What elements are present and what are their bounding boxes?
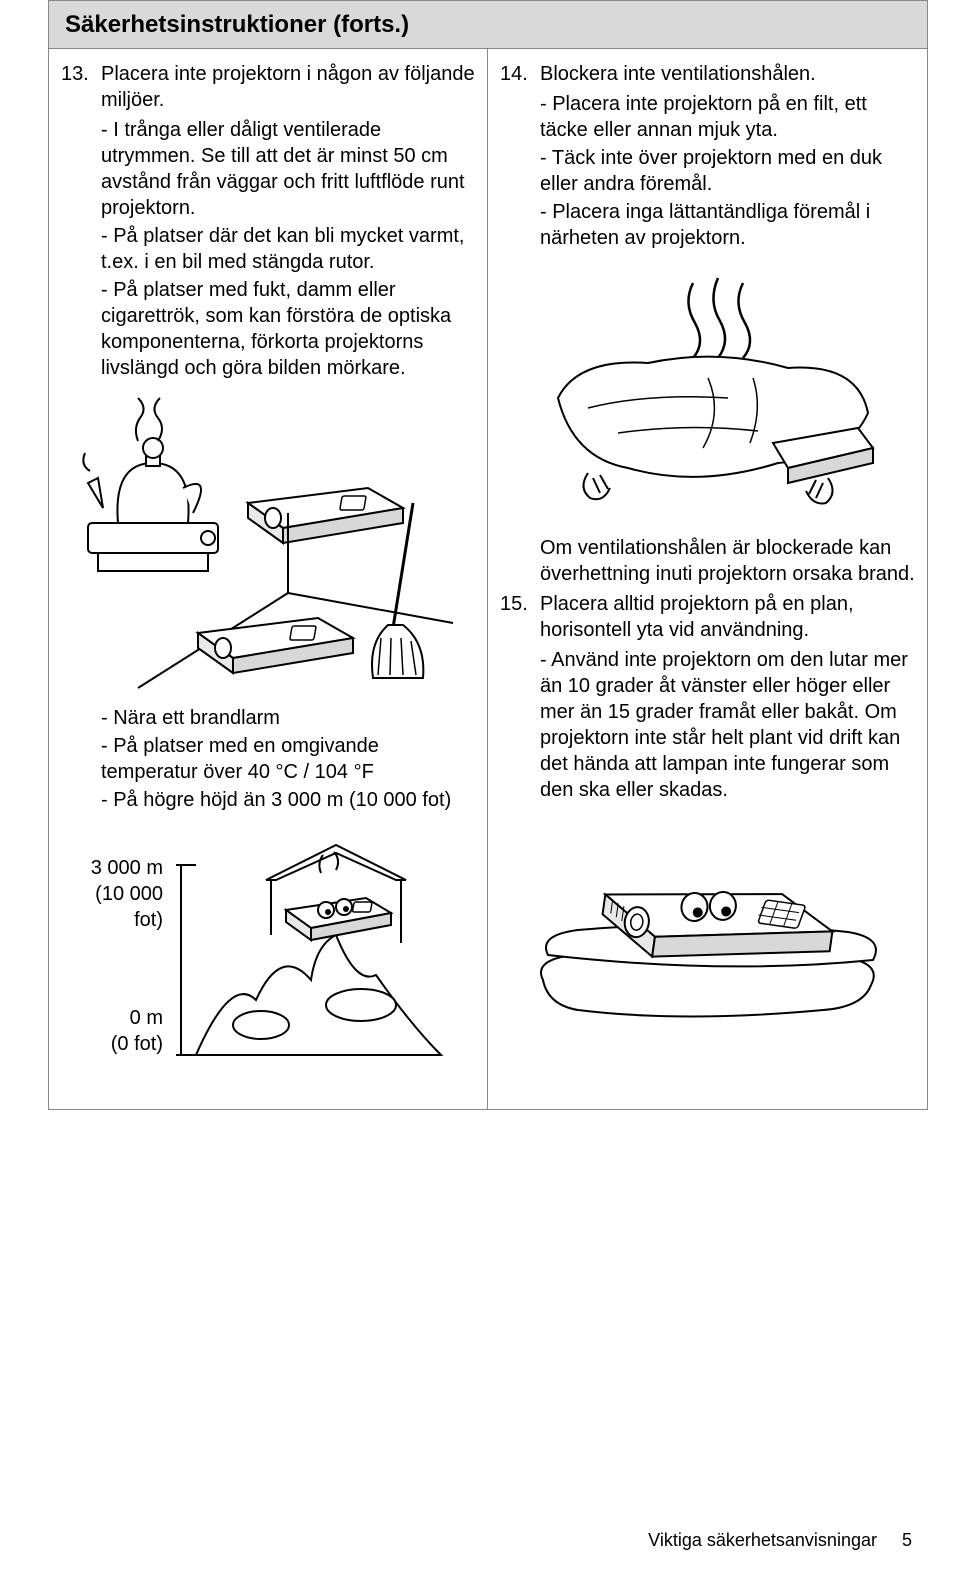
content-columns: 13. Placera inte projektorn i någon av f… xyxy=(48,49,928,1110)
item-15: 15. Placera alltid projektorn på en plan… xyxy=(500,591,915,643)
item-13: 13. Placera inte projektorn i någon av f… xyxy=(61,61,475,113)
item-15-b1: - Använd inte projektorn om den lutar me… xyxy=(540,647,915,803)
page-number: 5 xyxy=(902,1530,912,1550)
illustration-cloth xyxy=(500,263,915,523)
page-title: Säkerhetsinstruktioner (forts.) xyxy=(65,9,911,40)
header-bar: Säkerhetsinstruktioner (forts.) xyxy=(48,0,928,49)
item-lead: Blockera inte ventilationshålen. xyxy=(540,61,915,87)
illustration-altitude: 3 000 m (10 000 fot) 0 m (0 fot) xyxy=(61,825,475,1085)
item-14: 14. Blockera inte ventilationshålen. xyxy=(500,61,915,87)
item-lead: Placera inte projektorn i någon av följa… xyxy=(101,61,475,113)
item-13-b6: - På högre höjd än 3 000 m (10 000 fot) xyxy=(101,787,475,813)
item-13-b3: - På platser med fukt, damm eller cigare… xyxy=(101,277,475,381)
footer-label: Viktiga säkerhetsanvisningar xyxy=(648,1530,877,1550)
page-footer: Viktiga säkerhetsanvisningar 5 xyxy=(648,1529,912,1552)
left-column: 13. Placera inte projektorn i någon av f… xyxy=(49,49,488,1109)
item-14-b3: - Placera inga lättantändliga föremål i … xyxy=(540,199,915,251)
item-13-b5: - På platser med en omgivande temperatur… xyxy=(101,733,475,785)
altitude-bottom-label: 0 m (0 fot) xyxy=(61,1005,171,1057)
right-column: 14. Blockera inte ventilationshålen. - P… xyxy=(488,49,927,1109)
item-14-midtext: Om ventilationshålen är blockerade kan ö… xyxy=(540,535,915,587)
item-lead: Placera alltid projektorn på en plan, ho… xyxy=(540,591,915,643)
illustration-pillows xyxy=(500,815,915,1035)
item-13-b4: - Nära ett brandlarm xyxy=(101,705,475,731)
item-14-b2: - Täck inte över projektorn med en duk e… xyxy=(540,145,915,197)
item-number: 13. xyxy=(61,61,101,113)
item-number: 15. xyxy=(500,591,540,643)
illustration-kettle-projectors xyxy=(61,393,475,693)
altitude-top-label: 3 000 m (10 000 fot) xyxy=(61,855,171,1005)
item-14-b1: - Placera inte projektorn på en filt, et… xyxy=(540,91,915,143)
item-13-b2: - På platser där det kan bli mycket varm… xyxy=(101,223,475,275)
item-number: 14. xyxy=(500,61,540,87)
item-13-b1: - I trånga eller dåligt ventilerade utry… xyxy=(101,117,475,221)
